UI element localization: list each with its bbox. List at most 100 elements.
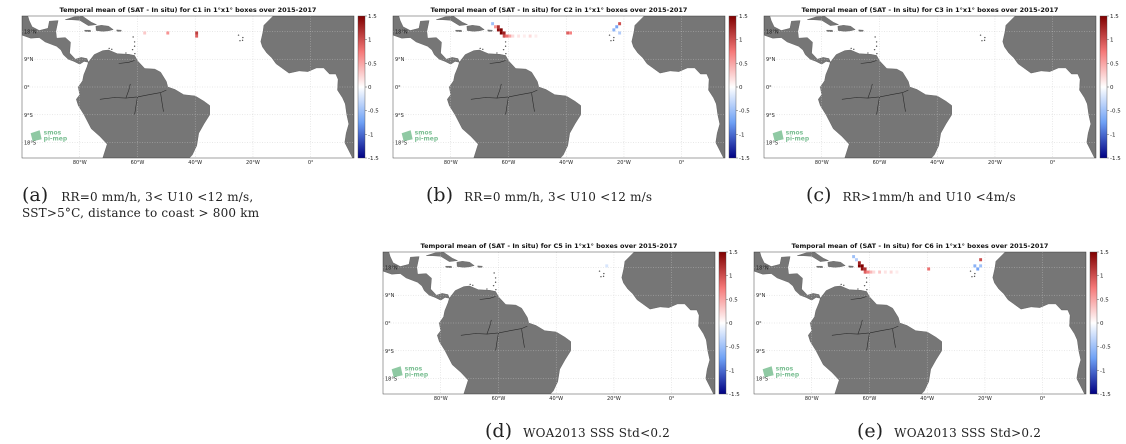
cuba-island <box>65 16 98 26</box>
small-island <box>866 288 868 291</box>
caption-b-line1: RR=0 mm/h, 3< U10 <12 m/s <box>464 190 653 204</box>
lon-tick-label: 80°W <box>805 396 819 402</box>
lon-tick-label: 80°W <box>434 396 448 402</box>
river-line <box>857 319 863 335</box>
caption-d: (d) WOA2013 SSS Std<0.2 <box>485 420 745 442</box>
lat-tick-label: 18°S <box>24 141 36 147</box>
map-title: Temporal mean of (SAT - In situ) for C1 … <box>60 6 317 14</box>
small-island <box>502 48 505 51</box>
small-island <box>857 288 859 290</box>
map-layer <box>393 16 725 158</box>
map-panel-d: Temporal mean of (SAT - In situ) for C5 … <box>382 240 753 402</box>
small-island <box>875 41 878 43</box>
caption-a-line2: SST>5°C, distance to coast > 800 km <box>22 206 260 220</box>
colorbar-tick-label: 0 <box>368 85 372 91</box>
small-island <box>610 39 612 42</box>
lat-tick-label: 9°N <box>24 57 34 63</box>
colorbar-tick-label: 1.5 <box>368 14 377 20</box>
lat-tick-label: 18°S <box>756 377 768 383</box>
data-cell <box>534 34 538 38</box>
small-island <box>486 288 488 290</box>
colorbar-tick-label: -1.5 <box>1110 156 1121 162</box>
data-cell <box>569 31 572 35</box>
small-island <box>603 272 605 275</box>
data-cell <box>496 25 500 29</box>
cuba-island <box>426 252 459 262</box>
river-line <box>902 93 906 112</box>
logo-text-line2: pi-mep <box>44 135 68 142</box>
map-title: Temporal mean of (SAT - In situ) for C6 … <box>792 242 1049 250</box>
hispaniola-island <box>466 25 485 32</box>
small-island <box>495 288 497 291</box>
map-svg: Temporal mean of (SAT - In situ) for C2 … <box>392 6 750 166</box>
lat-tick-label: 18°N <box>756 265 769 271</box>
puerto-rico-island <box>848 265 854 268</box>
colorbar-tick-label: -0.5 <box>729 345 740 351</box>
lon-tick-label: 60°W <box>863 396 877 402</box>
small-island <box>840 283 842 286</box>
data-cell <box>566 31 570 35</box>
colorbar-tick-label: -0.5 <box>739 109 750 115</box>
small-island <box>125 52 127 54</box>
lat-tick-label: 9°N <box>756 293 766 299</box>
lon-tick-label: 20°W <box>978 396 992 402</box>
hispaniola-island <box>837 25 856 32</box>
data-cell <box>869 270 873 274</box>
data-cell <box>195 34 199 38</box>
map-layer <box>22 16 354 158</box>
lon-tick-label: 80°W <box>815 160 829 166</box>
map-svg: Temporal mean of (SAT - In situ) for C3 … <box>763 6 1121 166</box>
colorbar-tick-label: 1 <box>729 274 733 280</box>
colorbar-tick-label: 1 <box>1110 38 1114 44</box>
river-line <box>505 96 509 115</box>
colorbar-tick-label: -0.5 <box>1100 345 1111 351</box>
river-line <box>495 332 499 351</box>
lat-tick-label: 0° <box>385 321 391 327</box>
logo-text-line1: smos <box>405 365 423 372</box>
data-cell <box>517 34 521 38</box>
small-island <box>984 36 986 39</box>
logo-text-line1: smos <box>776 365 794 372</box>
data-cell <box>494 25 497 29</box>
small-island <box>863 284 866 287</box>
river-line <box>118 60 135 64</box>
small-island <box>505 52 507 55</box>
lon-tick-label: 40°W <box>188 160 202 166</box>
lat-tick-label: 0° <box>395 85 401 91</box>
lon-tick-label: 40°W <box>920 396 934 402</box>
map-frame <box>392 15 726 159</box>
small-island <box>876 52 878 55</box>
map-panel-c: Temporal mean of (SAT - In situ) for C3 … <box>763 4 1126 166</box>
river-line <box>496 83 502 99</box>
puerto-rico-island <box>858 29 864 32</box>
small-island <box>479 47 481 50</box>
jamaica-island <box>84 30 91 32</box>
small-island <box>969 270 972 272</box>
colorbar-tick-label: 1.5 <box>739 14 748 20</box>
river-line <box>160 93 164 112</box>
data-cell <box>615 25 619 29</box>
map-layer <box>754 252 1086 394</box>
lat-tick-label: 18°N <box>385 265 398 271</box>
small-island <box>504 41 507 43</box>
caption-c-letter: (c) <box>806 184 832 206</box>
logo-text-line1: smos <box>786 129 804 136</box>
lon-tick-label: 80°W <box>444 160 458 166</box>
small-island <box>612 39 615 42</box>
lon-tick-label: 60°W <box>131 160 145 166</box>
small-island <box>493 272 495 274</box>
colorbar-tick-label: -1 <box>368 132 373 138</box>
lat-tick-label: 0° <box>24 85 30 91</box>
small-island <box>865 281 868 283</box>
small-island <box>971 275 973 278</box>
data-cell <box>508 34 512 38</box>
data-cell <box>605 264 609 268</box>
logo-text-line2: pi-mep <box>786 135 810 142</box>
colorbar <box>1099 15 1108 159</box>
logo-mark-icon <box>391 366 403 378</box>
small-island <box>504 45 507 47</box>
data-cell <box>499 28 503 32</box>
small-island <box>600 275 602 278</box>
logo-mark-icon <box>401 130 413 142</box>
